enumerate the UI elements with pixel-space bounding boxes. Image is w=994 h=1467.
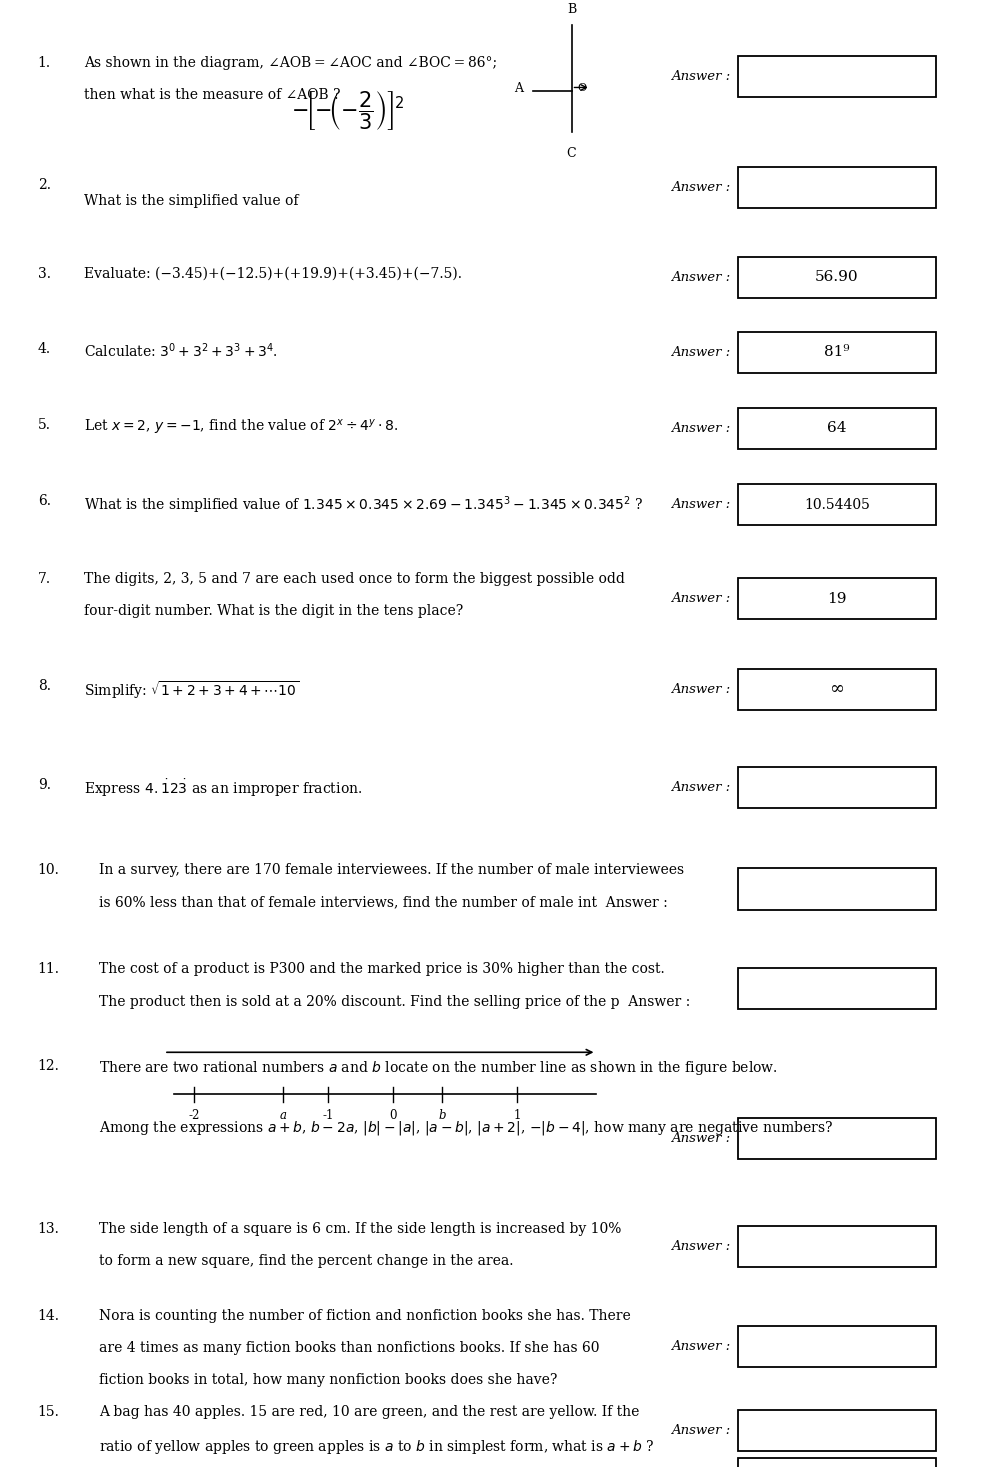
Bar [738,578,936,619]
Bar [738,167,936,208]
Text: Calculate: $3^0+3^2+3^3+3^4$.: Calculate: $3^0+3^2+3^3+3^4$. [84,342,278,361]
Bar [738,1410,936,1451]
Bar [738,868,936,910]
Bar [738,1326,936,1367]
Text: The side length of a square is 6 cm. If the side length is increased by 10%: The side length of a square is 6 cm. If … [99,1222,622,1237]
Text: As shown in the diagram, ∠AOB = ∠AOC and ∠BOC = 86°;: As shown in the diagram, ∠AOB = ∠AOC and… [84,56,498,70]
Text: 15.: 15. [38,1405,60,1420]
Text: 19: 19 [827,591,847,606]
Text: B: B [567,3,577,16]
Text: 5.: 5. [38,418,51,433]
Text: then what is the measure of ∠AOB ?: then what is the measure of ∠AOB ? [84,88,341,103]
Bar [738,767,936,808]
Text: 11.: 11. [38,962,60,977]
Text: 81⁹: 81⁹ [824,345,850,359]
Text: A: A [514,82,524,94]
Text: 7.: 7. [38,572,51,587]
Text: O: O [578,84,586,92]
Text: Answer :: Answer : [671,684,731,695]
Text: 2.: 2. [38,178,51,192]
Bar [738,408,936,449]
Text: 0: 0 [389,1109,397,1122]
Text: Answer :: Answer : [671,782,731,794]
Text: Answer :: Answer : [671,422,731,434]
Bar [738,968,936,1009]
Text: The digits, 2, 3, 5 and 7 are each used once to form the biggest possible odd: The digits, 2, 3, 5 and 7 are each used … [84,572,625,587]
Text: Answer :: Answer : [671,1133,731,1144]
Text: Answer :: Answer : [671,346,731,358]
Text: Answer :: Answer : [671,1424,731,1436]
Text: There are two rational numbers $a$ and $b$ locate on the number line as shown in: There are two rational numbers $a$ and $… [99,1059,778,1077]
Text: Answer :: Answer : [671,499,731,511]
Text: 13.: 13. [38,1222,60,1237]
Text: four-digit number. What is the digit in the tens place?: four-digit number. What is the digit in … [84,604,464,619]
Text: 56.90: 56.90 [815,270,859,285]
Text: is 60% less than that of female interviews, find the number of male int  Answer : is 60% less than that of female intervie… [99,895,668,910]
Bar [738,1226,936,1267]
Text: fiction books in total, how many nonfiction books does she have?: fiction books in total, how many nonfict… [99,1373,558,1388]
Text: 12.: 12. [38,1059,60,1074]
Text: Nora is counting the number of fiction and nonfiction books she has. There: Nora is counting the number of fiction a… [99,1309,631,1323]
Text: to form a new square, find the percent change in the area.: to form a new square, find the percent c… [99,1254,514,1269]
Bar [738,1118,936,1159]
Text: 14.: 14. [38,1309,60,1323]
Text: 8.: 8. [38,679,51,694]
Bar [738,484,936,525]
Text: What is the simplified value of: What is the simplified value of [84,194,299,208]
Text: b: b [438,1109,446,1122]
Text: Express $4.\dot{1}2\dot{3}$ as an improper fraction.: Express $4.\dot{1}2\dot{3}$ as an improp… [84,778,363,800]
Text: 1.: 1. [38,56,51,70]
Text: A bag has 40 apples. 15 are red, 10 are green, and the rest are yellow. If the: A bag has 40 apples. 15 are red, 10 are … [99,1405,640,1420]
Text: 4.: 4. [38,342,51,356]
Text: 9.: 9. [38,778,51,792]
Text: Let $x{=}2$, $y{=}{-}1$, find the value of $2^x\div4^y\cdot8$.: Let $x{=}2$, $y{=}{-}1$, find the value … [84,418,400,437]
Text: are 4 times as many fiction books than nonfictions books. If she has 60: are 4 times as many fiction books than n… [99,1341,600,1356]
Text: -2: -2 [188,1109,200,1122]
Text: ∞: ∞ [829,681,845,698]
Text: Answer :: Answer : [671,1241,731,1253]
Text: Answer :: Answer : [671,1341,731,1353]
Text: Answer :: Answer : [671,271,731,283]
Text: In a survey, there are 170 female interviewees. If the number of male interviewe: In a survey, there are 170 female interv… [99,863,685,877]
Text: $-\!\left[-\!\left(-\dfrac{2}{3}\right)\right]^{\!2}$: $-\!\left[-\!\left(-\dfrac{2}{3}\right)\… [291,89,405,132]
Bar [738,56,936,97]
Text: -1: -1 [322,1109,334,1122]
Text: Answer :: Answer : [671,182,731,194]
Text: 1: 1 [513,1109,521,1122]
Text: The cost of a product is P300 and the marked price is 30% higher than the cost.: The cost of a product is P300 and the ma… [99,962,665,977]
Text: 10.: 10. [38,863,60,877]
Text: 6.: 6. [38,494,51,509]
Text: Simplify: $\sqrt{1+2+3+4+\cdots10}$: Simplify: $\sqrt{1+2+3+4+\cdots10}$ [84,679,299,701]
Text: The product then is sold at a 20% discount. Find the selling price of the p  Ans: The product then is sold at a 20% discou… [99,995,691,1009]
Text: 3.: 3. [38,267,51,282]
Text: 10.54405: 10.54405 [804,497,870,512]
Text: Among the expressions $a+b$, $b-2a$, $|b|-|a|$, $|a-b|$, $|a+2|$, $-|b-4|$, how : Among the expressions $a+b$, $b-2a$, $|b… [99,1119,833,1137]
Text: 64: 64 [827,421,847,436]
Bar [738,669,936,710]
Bar [738,257,936,298]
Text: C: C [567,147,577,160]
Bar [738,332,936,373]
Text: Answer :: Answer : [671,593,731,604]
Text: Evaluate: (−3.45)+(−12.5)+(+19.9)+(+3.45)+(−7.5).: Evaluate: (−3.45)+(−12.5)+(+19.9)+(+3.45… [84,267,462,282]
Text: ratio of yellow apples to green apples is $a$ to $b$ in simplest form, what is $: ratio of yellow apples to green apples i… [99,1438,655,1455]
Text: a: a [279,1109,287,1122]
Bar [738,1458,936,1467]
Text: What is the simplified value of $1.345\times0.345\times2.69-1.345^3-1.345\times0: What is the simplified value of $1.345\t… [84,494,644,516]
Text: Answer :: Answer : [671,70,731,82]
